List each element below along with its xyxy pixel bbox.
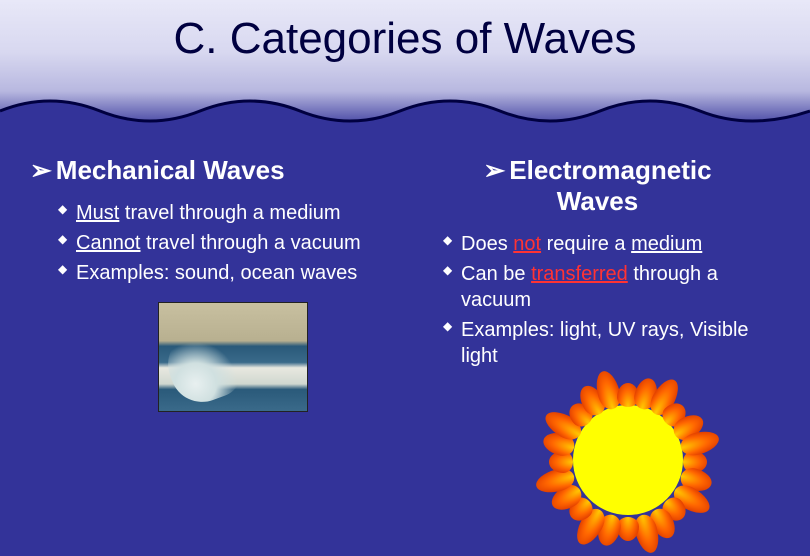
right-heading: ➢ Electromagnetic Waves	[415, 155, 780, 217]
left-heading-text: Mechanical Waves	[56, 155, 285, 186]
left-image-area	[30, 302, 395, 412]
content-area: ➢ Mechanical Waves Must travel through a…	[0, 130, 810, 525]
right-heading-line2: Waves	[557, 186, 638, 217]
left-heading: ➢ Mechanical Waves	[30, 155, 395, 186]
left-column: ➢ Mechanical Waves Must travel through a…	[20, 155, 405, 525]
list-item: Must travel through a medium	[58, 200, 395, 226]
list-item: Does not require a medium	[443, 231, 780, 257]
wave-divider	[0, 91, 810, 131]
arrow-icon: ➢	[30, 155, 52, 186]
slide-title: C. Categories of Waves	[0, 0, 810, 64]
right-column: ➢ Electromagnetic Waves Does not require…	[405, 155, 790, 525]
list-item: Examples: light, UV rays, Visible light	[443, 317, 780, 369]
right-bullet-list: Does not require a medium Can be transfer…	[415, 231, 780, 369]
list-item: Cannot travel through a vacuum	[58, 230, 395, 256]
sun-image	[553, 385, 703, 525]
right-heading-line1: Electromagnetic	[509, 155, 711, 186]
right-image-area	[415, 385, 780, 525]
ocean-wave-image	[158, 302, 308, 412]
list-item: Examples: sound, ocean waves	[58, 260, 395, 286]
left-bullet-list: Must travel through a medium Cannot trave…	[30, 200, 395, 286]
list-item: Can be transferred through a vacuum	[443, 261, 780, 313]
header-banner: C. Categories of Waves	[0, 0, 810, 130]
arrow-icon: ➢	[483, 155, 505, 186]
